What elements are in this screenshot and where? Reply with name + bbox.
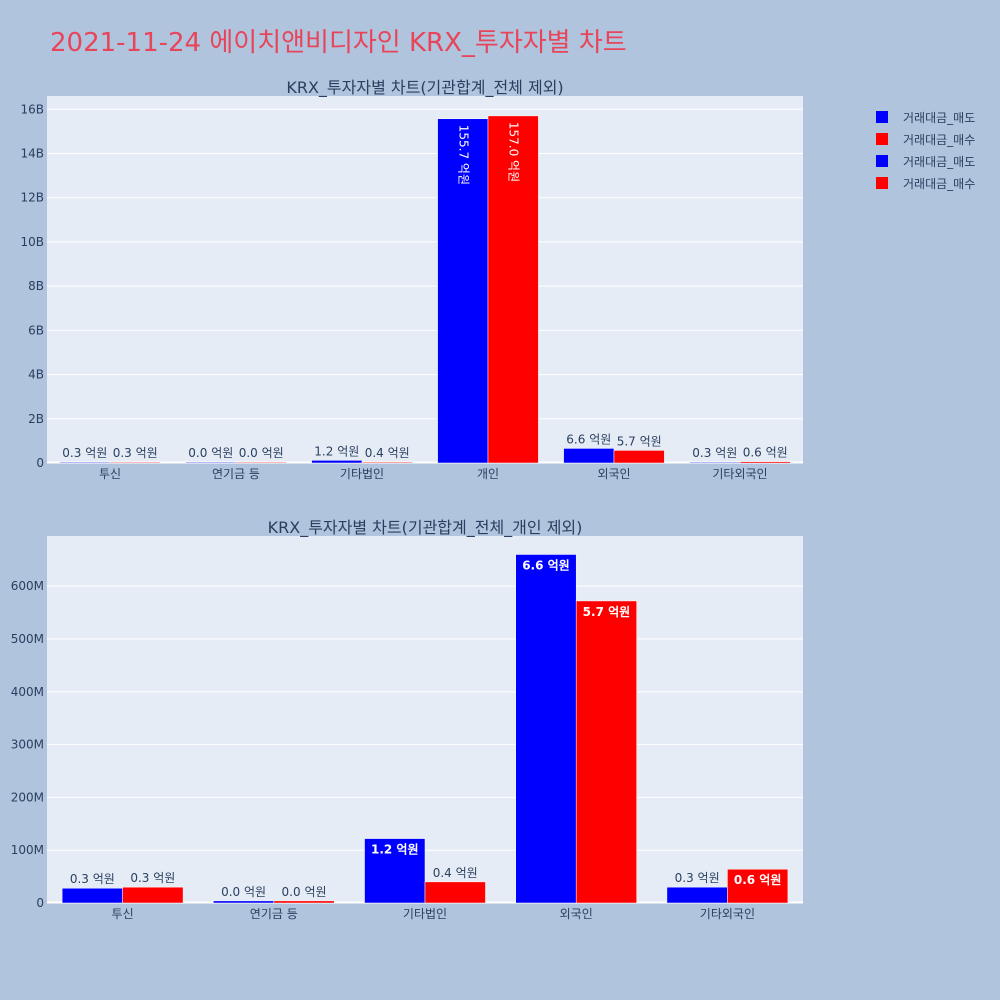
y-tick-label: 100M — [11, 843, 44, 857]
y-tick-label: 300M — [11, 738, 44, 752]
legend-swatch-sell — [876, 111, 888, 123]
data-label: 0.3 억원 — [70, 872, 115, 886]
chart-title: KRX_투자자별 차트(기관합계_전체 제외) — [286, 78, 563, 98]
data-label: 0.4 억원 — [433, 866, 478, 880]
y-tick-label: 8B — [28, 279, 44, 293]
y-tick-label: 10B — [20, 235, 44, 249]
y-tick-label: 2B — [28, 412, 44, 426]
bar-sell — [213, 900, 275, 904]
bar-sell — [61, 887, 123, 904]
x-tick-label: 기타법인 — [340, 467, 384, 481]
page-title: 2021-11-24 에이치앤비디자인 KRX_투자자별 차트 — [50, 28, 627, 58]
x-tick-label: 투신 — [112, 907, 134, 921]
x-tick-label: 기타외국인 — [712, 467, 767, 481]
legend-item[interactable]: 거래대금_매도 — [876, 106, 975, 128]
data-label: 155.7 억원 — [456, 125, 470, 185]
y-tick-label: 500M — [11, 632, 44, 646]
bar-buy — [273, 900, 335, 904]
x-tick-label: 연기금 등 — [250, 907, 298, 921]
legend-swatch-buy — [876, 177, 888, 189]
data-label: 157.0 억원 — [507, 122, 521, 182]
x-tick-label: 연기금 등 — [212, 467, 260, 481]
data-label: 0.3 억원 — [675, 871, 720, 885]
legend-swatch-buy — [876, 133, 888, 145]
legend-label: 거래대금_매도 — [903, 154, 976, 169]
legend: 거래대금_매도 거래대금_매수 거래대금_매도 거래대금_매수 — [876, 106, 975, 194]
x-tick-label: 기타외국인 — [700, 907, 755, 921]
bar-buy — [361, 461, 413, 464]
data-label: 0.0 억원 — [282, 885, 327, 899]
bar-buy — [424, 881, 486, 904]
data-label: 0.3 억원 — [692, 446, 737, 460]
y-tick-label: 400M — [11, 685, 44, 699]
legend-item[interactable]: 거래대금_매수 — [876, 128, 975, 150]
x-tick-label: 외국인 — [560, 907, 593, 921]
data-label: 0.3 억원 — [130, 871, 175, 885]
x-tick-label: 외국인 — [597, 467, 630, 481]
data-label: 1.2 억원 — [371, 843, 419, 857]
legend-swatch-sell — [876, 155, 888, 167]
bar-buy — [575, 600, 637, 904]
y-tick-label: 600M — [11, 579, 44, 593]
legend-item[interactable]: 거래대금_매도 — [876, 150, 975, 172]
y-tick-label: 200M — [11, 790, 44, 804]
data-label: 0.6 억원 — [743, 446, 788, 460]
bar-sell — [437, 118, 489, 464]
legend-item[interactable]: 거래대금_매수 — [876, 172, 975, 194]
bar-sell — [666, 886, 728, 904]
data-label: 5.7 억원 — [617, 434, 662, 448]
bar-buy — [122, 886, 184, 904]
bar-sell — [515, 554, 577, 904]
data-label: 6.6 억원 — [566, 432, 611, 446]
bar-buy — [739, 461, 791, 464]
bar-buy — [727, 868, 789, 904]
data-label: 0.0 억원 — [188, 446, 233, 460]
data-label: 0.6 억원 — [734, 873, 782, 887]
bar-buy — [235, 461, 287, 464]
y-tick-label: 16B — [20, 102, 44, 116]
bar-sell — [185, 461, 237, 464]
x-tick-label: 투신 — [99, 467, 121, 481]
data-label: 0.3 억원 — [113, 446, 158, 460]
x-tick-label: 기타법인 — [403, 907, 447, 921]
y-tick-label: 14B — [20, 146, 44, 160]
data-label: 0.0 억원 — [239, 446, 284, 460]
bar-buy — [109, 461, 161, 464]
y-tick-label: 4B — [28, 368, 44, 382]
data-label: 6.6 억원 — [522, 558, 570, 572]
x-tick-label: 개인 — [477, 467, 499, 481]
plot-area — [47, 96, 803, 463]
chart-2: KRX_투자자별 차트(기관합계_전체_개인 제외) 0 100M 200M 300M 4… — [11, 518, 803, 921]
chart-title: KRX_투자자별 차트(기관합계_전체_개인 제외) — [268, 518, 583, 538]
bar-buy — [613, 450, 665, 464]
legend-label: 거래대금_매수 — [903, 132, 976, 147]
chart-1: KRX_투자자별 차트(기관합계_전체 제외) 0 2B 4B 6B 8B 10B 12B 14… — [20, 78, 803, 481]
y-tick-label: 0 — [36, 456, 44, 470]
data-label: 5.7 억원 — [583, 605, 631, 619]
bar-buy — [487, 115, 539, 464]
bar-sell — [59, 461, 111, 464]
y-tick-label: 12B — [20, 191, 44, 205]
y-tick-label: 6B — [28, 323, 44, 337]
legend-label: 거래대금_매수 — [903, 176, 976, 191]
data-label: 1.2 억원 — [314, 444, 359, 458]
bar-sell — [364, 838, 426, 904]
bar-sell — [563, 448, 615, 464]
data-label: 0.0 억원 — [221, 885, 266, 899]
data-label: 0.4 억원 — [365, 446, 410, 460]
data-label: 0.3 억원 — [62, 446, 107, 460]
bar-sell — [311, 460, 363, 464]
legend-label: 거래대금_매도 — [903, 110, 976, 125]
y-tick-label: 0 — [36, 896, 44, 910]
bar-sell — [689, 461, 741, 464]
